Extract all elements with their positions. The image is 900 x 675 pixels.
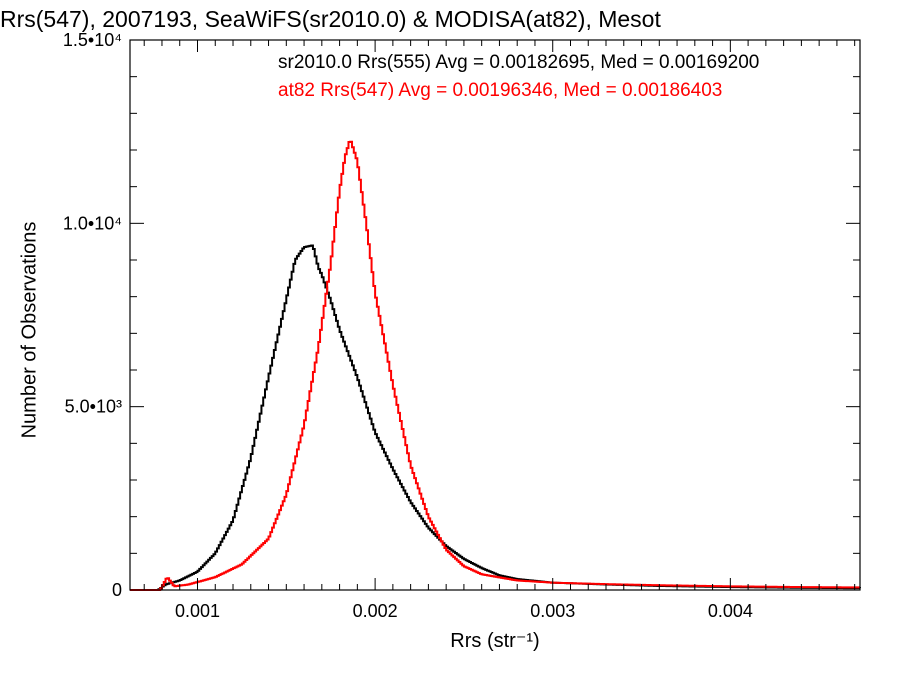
- y-tick-label: 0: [112, 580, 122, 600]
- x-axis-label: Rrs (str⁻¹): [450, 630, 540, 652]
- y-tick-label: 1.0•10⁴: [63, 213, 122, 233]
- series-line-1: [130, 244, 861, 591]
- x-tick-label: 0.002: [353, 601, 398, 621]
- legend-entry-2: at82 Rrs(547) Avg = 0.00196346, Med = 0.…: [278, 80, 722, 101]
- x-tick-label: 0.004: [708, 601, 753, 621]
- x-tick-label: 0.001: [175, 601, 220, 621]
- y-tick-label: 1.5•10⁴: [63, 30, 122, 50]
- legend-entry-1: sr2010.0 Rrs(555) Avg = 0.00182695, Med …: [278, 52, 759, 73]
- plot-frame: [129, 39, 861, 591]
- series-line-2: [130, 140, 860, 591]
- x-tick-label: 0.003: [530, 601, 575, 621]
- y-axis-label: Number of Observations: [18, 221, 41, 439]
- y-tick-label: 5.0•10³: [65, 397, 122, 417]
- chart-title: Rrs(547), 2007193, SeaWiFS(sr2010.0) & M…: [0, 6, 661, 32]
